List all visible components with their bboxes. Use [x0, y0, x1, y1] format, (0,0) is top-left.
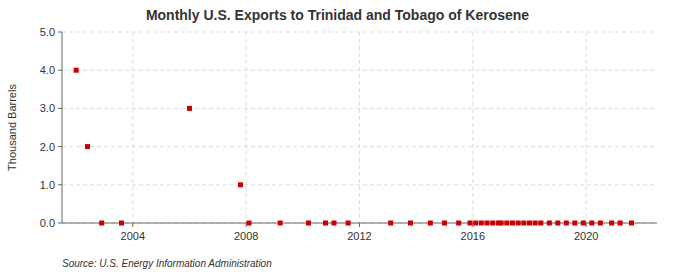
point [332, 221, 337, 226]
point [442, 221, 447, 226]
annotation: Source: U.S. Energy Information Administ… [62, 258, 272, 269]
point [306, 221, 311, 226]
point [408, 221, 413, 226]
point [187, 106, 192, 111]
axis-label-y: Thousand Barrels [6, 84, 18, 171]
axis-y [62, 32, 63, 223]
tick-y [58, 108, 62, 109]
point [238, 182, 243, 187]
point [74, 68, 79, 73]
tick-label-y: 3.0 [40, 102, 55, 114]
point [564, 221, 569, 226]
title: Monthly U.S. Exports to Trinidad and Tob… [146, 7, 529, 23]
grid-line-y [62, 184, 657, 185]
tick-label-x: 2012 [347, 230, 371, 242]
point [278, 221, 283, 226]
point [598, 221, 603, 226]
grid-line-x [246, 32, 247, 223]
axes: 0.0 1.0 2.0 3.0 4.0 5.0 2004 2008 2012 2016 2020 [40, 26, 657, 242]
tick-y [58, 70, 62, 71]
tick-x [359, 223, 360, 227]
point [485, 221, 490, 226]
points [74, 68, 634, 226]
tick-y [58, 223, 62, 224]
grid [62, 32, 657, 223]
tick-label-y: 1.0 [40, 179, 55, 191]
point [555, 221, 560, 226]
point [468, 221, 473, 226]
point [589, 221, 594, 226]
tick-label-y: 0.0 [40, 217, 55, 229]
point [572, 221, 577, 226]
point [609, 221, 614, 226]
point [538, 221, 543, 226]
chart: Monthly U.S. Exports to Trinidad and Tob… [0, 0, 675, 275]
point [516, 221, 521, 226]
tick-label-x: 2016 [461, 230, 485, 242]
point [618, 221, 623, 226]
tick-label-y: 5.0 [40, 26, 55, 38]
point [85, 144, 90, 149]
tick-label-y: 2.0 [40, 141, 55, 153]
point [547, 221, 552, 226]
point [533, 221, 538, 226]
grid-line-x [132, 32, 133, 223]
point [456, 221, 461, 226]
point [473, 221, 478, 226]
tick-label-x: 2004 [121, 230, 145, 242]
point [490, 221, 495, 226]
grid-line-x [472, 32, 473, 223]
point [581, 221, 586, 226]
grid-line-y [62, 108, 657, 109]
point [479, 221, 484, 226]
point [247, 221, 252, 226]
point [99, 221, 104, 226]
tick-label-y: 4.0 [40, 64, 55, 76]
point [527, 221, 532, 226]
grid-line-x [359, 32, 360, 223]
tick-y [58, 184, 62, 185]
tick-x [132, 223, 133, 227]
tick-label-x: 2008 [234, 230, 258, 242]
tick-label-x: 2020 [574, 230, 598, 242]
point [504, 221, 509, 226]
point [629, 221, 634, 226]
point [510, 221, 515, 226]
point [499, 221, 504, 226]
point [428, 221, 433, 226]
point [323, 221, 328, 226]
point [346, 221, 351, 226]
tick-y [58, 146, 62, 147]
grid-line-x [586, 32, 587, 223]
tick-y [58, 32, 62, 33]
point [388, 221, 393, 226]
point [521, 221, 526, 226]
point [119, 221, 124, 226]
